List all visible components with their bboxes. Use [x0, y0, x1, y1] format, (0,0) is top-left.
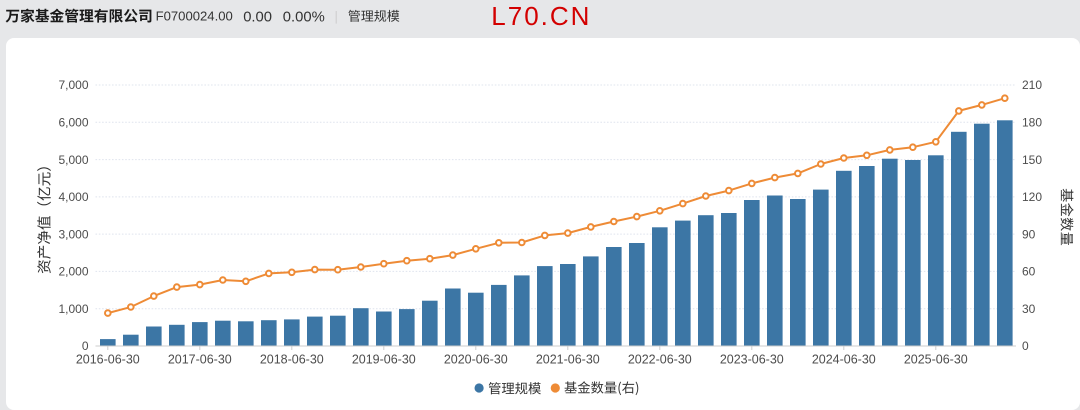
- svg-text:2024-06-30: 2024-06-30: [812, 352, 876, 366]
- svg-text:2,000: 2,000: [58, 265, 88, 279]
- svg-text:7,000: 7,000: [58, 78, 88, 92]
- svg-text:4,000: 4,000: [58, 190, 88, 204]
- svg-text:2023-06-30: 2023-06-30: [720, 352, 784, 366]
- svg-text:5,000: 5,000: [58, 153, 88, 167]
- svg-text:0: 0: [82, 339, 89, 353]
- svg-text:2022-06-30: 2022-06-30: [628, 352, 692, 366]
- svg-text:2025-06-30: 2025-06-30: [904, 352, 968, 366]
- svg-text:210: 210: [1022, 78, 1042, 92]
- svg-text:2016-06-30: 2016-06-30: [76, 352, 140, 366]
- svg-text:150: 150: [1022, 153, 1042, 167]
- svg-text:30: 30: [1022, 302, 1036, 316]
- svg-text:0.00%: 0.00%: [283, 9, 325, 25]
- svg-text:2021-06-30: 2021-06-30: [536, 352, 600, 366]
- svg-text:90: 90: [1022, 227, 1036, 241]
- svg-text:2020-06-30: 2020-06-30: [444, 352, 508, 366]
- svg-text:120: 120: [1022, 190, 1042, 204]
- svg-text:1,000: 1,000: [58, 302, 88, 316]
- svg-text:2019-06-30: 2019-06-30: [352, 352, 416, 366]
- svg-text:3,000: 3,000: [58, 227, 88, 241]
- svg-text:2018-06-30: 2018-06-30: [260, 352, 324, 366]
- svg-text:0.00: 0.00: [243, 9, 272, 25]
- svg-text:0: 0: [1022, 339, 1029, 353]
- svg-text:F0700024.00: F0700024.00: [156, 9, 233, 24]
- svg-text:60: 60: [1022, 265, 1036, 279]
- svg-text:180: 180: [1022, 115, 1042, 129]
- svg-text:2017-06-30: 2017-06-30: [168, 352, 232, 366]
- svg-text:6,000: 6,000: [58, 115, 88, 129]
- svg-text:L70.CN: L70.CN: [491, 1, 591, 31]
